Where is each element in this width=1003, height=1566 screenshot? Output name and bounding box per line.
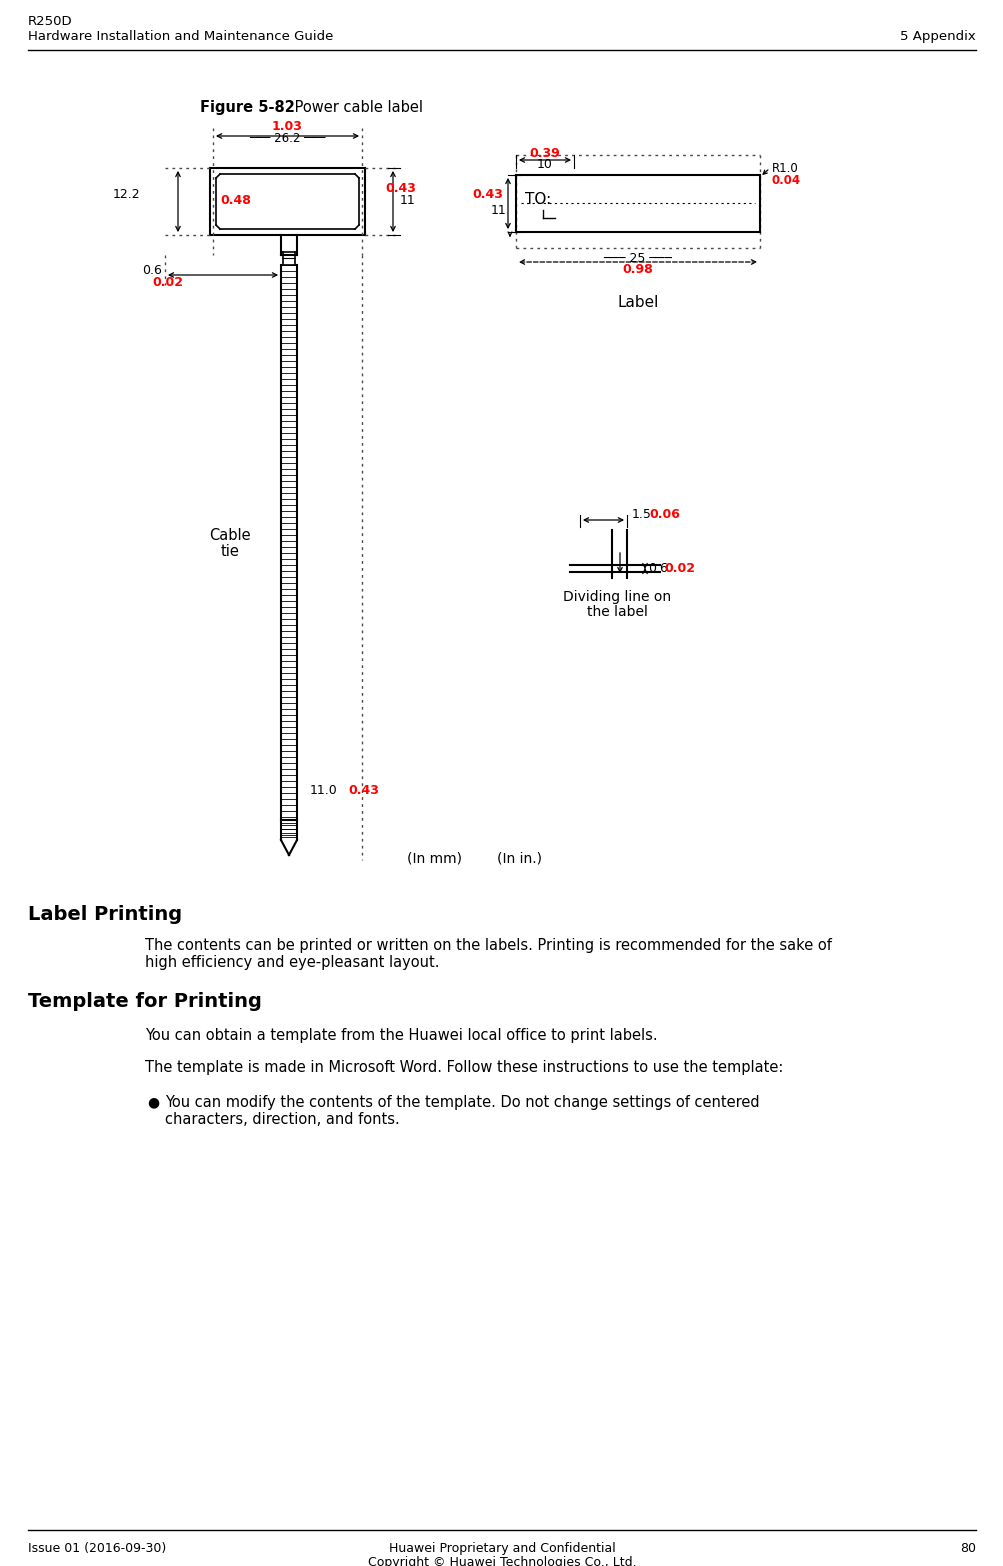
- Text: 0.02: 0.02: [151, 276, 183, 288]
- Text: 0.98: 0.98: [622, 263, 653, 276]
- Text: tie: tie: [221, 545, 239, 559]
- Text: Huawei Proprietary and Confidential: Huawei Proprietary and Confidential: [388, 1543, 615, 1555]
- Text: the label: the label: [586, 604, 647, 619]
- Text: Cable: Cable: [209, 528, 251, 542]
- Text: ─── 25 ───: ─── 25 ───: [603, 252, 672, 265]
- Text: 0.43: 0.43: [384, 182, 415, 194]
- Text: R250D: R250D: [28, 16, 72, 28]
- Text: 0.6: 0.6: [142, 263, 161, 277]
- Text: You can obtain a template from the Huawei local office to print labels.: You can obtain a template from the Huawe…: [144, 1027, 657, 1043]
- Text: 0.48: 0.48: [220, 194, 251, 207]
- Text: characters, direction, and fonts.: characters, direction, and fonts.: [164, 1112, 399, 1128]
- Text: Label Printing: Label Printing: [28, 905, 182, 924]
- Text: high efficiency and eye-pleasant layout.: high efficiency and eye-pleasant layout.: [144, 955, 439, 969]
- Text: ●: ●: [146, 1095, 158, 1109]
- Text: Power cable label: Power cable label: [290, 100, 422, 114]
- Text: 0.39: 0.39: [530, 147, 560, 160]
- Text: (In in.): (In in.): [497, 850, 542, 864]
- Text: The template is made in Microsoft Word. Follow these instructions to use the tem: The template is made in Microsoft Word. …: [144, 1060, 782, 1074]
- Text: 12.2: 12.2: [112, 188, 139, 202]
- Text: Copyright © Huawei Technologies Co., Ltd.: Copyright © Huawei Technologies Co., Ltd…: [367, 1557, 636, 1566]
- Text: R1.0: R1.0: [771, 161, 798, 175]
- Text: You can modify the contents of the template. Do not change settings of centered: You can modify the contents of the templ…: [164, 1095, 759, 1110]
- Text: 0.43: 0.43: [348, 783, 378, 797]
- Text: 1.03: 1.03: [271, 121, 302, 133]
- Text: 0.06: 0.06: [648, 509, 679, 521]
- Text: The contents can be printed or written on the labels. Printing is recommended fo: The contents can be printed or written o…: [144, 938, 831, 954]
- Text: Figure 5-82: Figure 5-82: [200, 100, 295, 114]
- Text: 10: 10: [537, 158, 553, 171]
- Text: Label: Label: [617, 294, 658, 310]
- Text: 11: 11: [489, 204, 506, 216]
- Text: 0.6: 0.6: [647, 562, 667, 575]
- Text: Hardware Installation and Maintenance Guide: Hardware Installation and Maintenance Gu…: [28, 30, 333, 42]
- Text: Dividing line on: Dividing line on: [563, 590, 670, 604]
- Text: 0.02: 0.02: [663, 562, 694, 575]
- Text: Issue 01 (2016-09-30): Issue 01 (2016-09-30): [28, 1543, 166, 1555]
- Text: ─── 26.2 ───: ─── 26.2 ───: [249, 132, 325, 146]
- Text: 80: 80: [959, 1543, 975, 1555]
- Text: TO:: TO:: [525, 193, 551, 208]
- Text: (In mm): (In mm): [407, 850, 462, 864]
- Text: 0.04: 0.04: [771, 174, 800, 186]
- Text: 5 Appendix: 5 Appendix: [900, 30, 975, 42]
- Text: Template for Printing: Template for Printing: [28, 991, 262, 1012]
- Text: 1.5: 1.5: [631, 509, 651, 521]
- Text: 11: 11: [399, 194, 415, 207]
- Text: 0.43: 0.43: [471, 188, 503, 202]
- Text: 11.0: 11.0: [310, 783, 337, 797]
